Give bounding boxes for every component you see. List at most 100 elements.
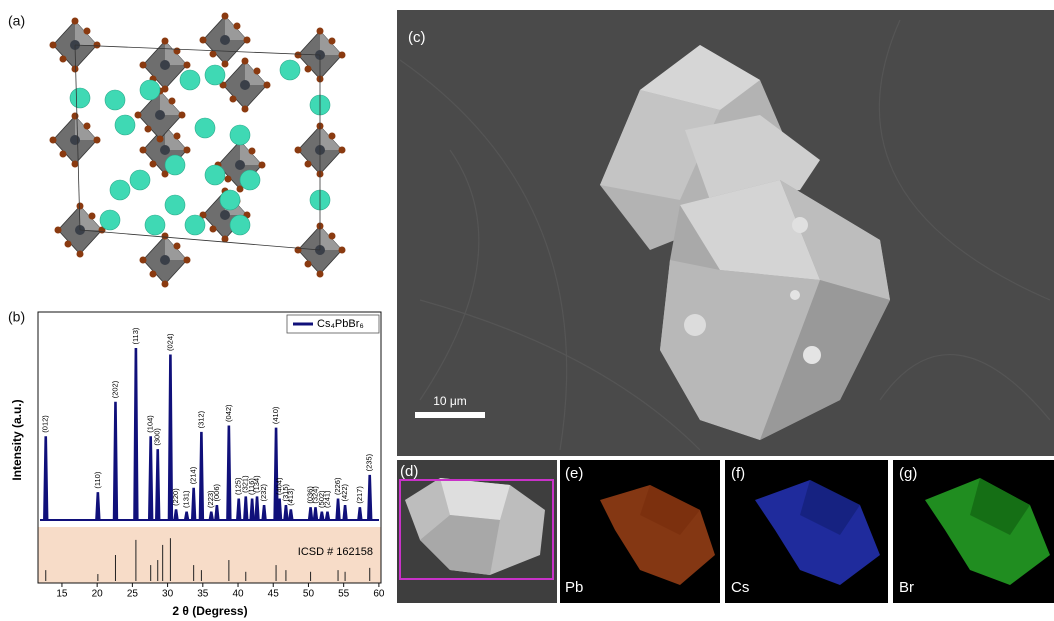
peak-label: (042) xyxy=(224,404,233,422)
br-atom xyxy=(89,213,96,220)
peak-label: (410) xyxy=(271,406,280,424)
br-atom xyxy=(329,38,336,45)
cs-atom xyxy=(70,88,90,108)
peak xyxy=(174,510,178,520)
x-tick-label: 40 xyxy=(232,589,244,600)
peak-label: (312) xyxy=(196,410,205,428)
x-tick-label: 15 xyxy=(56,589,68,600)
br-atom xyxy=(242,58,249,65)
br-atom xyxy=(135,112,142,119)
br-atom xyxy=(329,133,336,140)
peak-label: (012) xyxy=(41,415,50,433)
br-atom xyxy=(339,52,346,59)
peak xyxy=(250,499,254,520)
x-tick-label: 55 xyxy=(338,589,350,600)
sem-inset xyxy=(397,460,557,603)
peak xyxy=(184,512,188,520)
br-atom xyxy=(94,137,101,144)
peak-label: (131) xyxy=(182,490,191,508)
peak xyxy=(308,508,312,520)
cs-atom xyxy=(140,80,160,100)
cs-atom xyxy=(115,115,135,135)
br-atom xyxy=(157,136,164,143)
peak-label: (413) xyxy=(286,488,295,506)
x-tick-label: 30 xyxy=(162,589,174,600)
br-atom xyxy=(184,257,191,264)
br-atom xyxy=(162,38,169,45)
peak-label: (202) xyxy=(110,380,119,398)
br-atom xyxy=(249,148,256,155)
br-atom xyxy=(295,147,302,154)
br-atom xyxy=(244,37,251,44)
br-atom xyxy=(72,66,79,73)
br-atom xyxy=(295,247,302,254)
reference-label: ICSD # 162158 xyxy=(298,546,373,558)
peak xyxy=(368,475,372,520)
pb-atom xyxy=(220,35,230,45)
pb-atom xyxy=(220,210,230,220)
br-atom xyxy=(339,247,346,254)
br-atom xyxy=(222,61,229,68)
cs-atom xyxy=(195,118,215,138)
x-tick-label: 20 xyxy=(92,589,104,600)
br-atom xyxy=(84,28,91,35)
pb-atom xyxy=(155,110,165,120)
panel-label: (a) xyxy=(8,13,25,29)
peak-label: (422) xyxy=(340,483,349,501)
peak-label: (006) xyxy=(212,483,221,501)
peak xyxy=(209,512,213,520)
br-atom xyxy=(65,241,72,248)
br-atom xyxy=(50,42,57,49)
br-atom xyxy=(179,112,186,119)
figure: (a) (b) (c) 10 μm (d) (e) Pb xyxy=(0,0,1054,621)
eds-map-cs xyxy=(725,460,888,603)
cs-atom xyxy=(230,125,250,145)
br-atom xyxy=(264,82,271,89)
panel-label: (d) xyxy=(400,463,418,480)
br-atom xyxy=(140,62,147,69)
peak xyxy=(325,512,329,520)
peak xyxy=(96,493,100,520)
panel-label: (b) xyxy=(8,309,25,325)
peak xyxy=(343,506,347,521)
x-tick-label: 35 xyxy=(197,589,209,600)
peak-label: (214) xyxy=(189,466,198,484)
br-atom xyxy=(169,98,176,105)
peak-label: (113) xyxy=(131,327,140,344)
br-atom xyxy=(77,203,84,210)
peak-label: (024) xyxy=(165,333,174,351)
peak xyxy=(284,506,288,521)
eds-map-pb xyxy=(560,460,720,603)
cs-atom xyxy=(220,190,240,210)
peak xyxy=(358,508,362,520)
br-atom xyxy=(55,227,62,234)
br-atom xyxy=(210,51,217,58)
element-label: Cs xyxy=(731,579,749,596)
br-atom xyxy=(259,162,266,169)
legend-label: Cs₄PbBr₆ xyxy=(317,318,364,330)
element-label: Br xyxy=(899,579,914,596)
br-atom xyxy=(60,151,67,158)
br-atom xyxy=(305,161,312,168)
cs-atom xyxy=(165,195,185,215)
cs-atom xyxy=(110,180,130,200)
br-atom xyxy=(295,52,302,59)
cs-atom xyxy=(240,170,260,190)
panel-label: (c) xyxy=(408,29,426,46)
br-atom xyxy=(222,236,229,243)
peak xyxy=(113,402,117,520)
br-atom xyxy=(145,126,152,133)
element-label: Pb xyxy=(565,579,583,596)
cs-atom xyxy=(100,210,120,230)
br-atom xyxy=(242,106,249,113)
br-atom xyxy=(174,133,181,140)
cs-atom xyxy=(230,215,250,235)
br-atom xyxy=(200,37,207,44)
peak xyxy=(237,499,241,520)
br-atom xyxy=(60,56,67,63)
br-atom xyxy=(317,28,324,35)
peak xyxy=(156,450,160,520)
cs-atom xyxy=(205,65,225,85)
cell-edge xyxy=(75,45,320,55)
br-atom xyxy=(225,176,232,183)
